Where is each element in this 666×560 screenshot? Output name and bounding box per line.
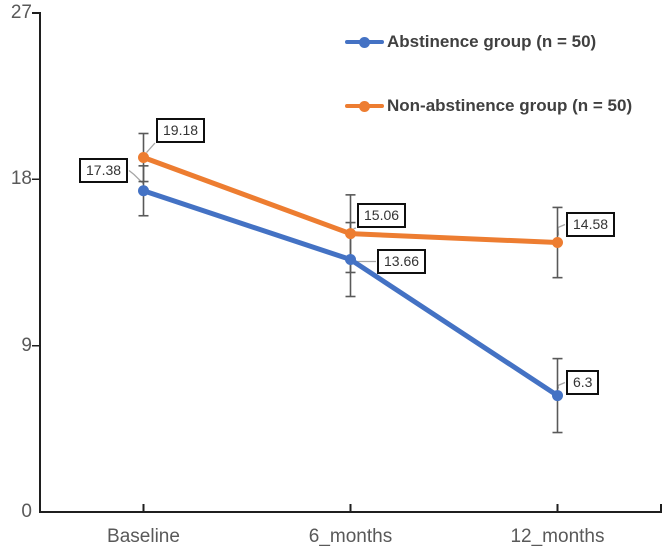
- data-label-box: 14.58: [566, 212, 616, 237]
- y-tick-label: 9: [21, 334, 32, 356]
- x-category-label-baseline: Baseline: [107, 526, 180, 547]
- data-point-marker: [345, 254, 356, 266]
- data-label-box: 6.3: [566, 370, 600, 395]
- data-label-leader-line: [557, 381, 566, 389]
- data-label-leader-line: [128, 169, 144, 185]
- data-label-box: 19.18: [156, 118, 206, 143]
- y-tick-label: 0: [21, 501, 32, 522]
- data-point-marker: [552, 237, 563, 249]
- y-tick-label: 27: [10, 2, 32, 23]
- data-point-marker: [138, 185, 149, 197]
- legend-line-marker-icon: [345, 36, 384, 48]
- legend-item-non-abstinence: Non-abstinence group (n = 50): [345, 94, 632, 118]
- data-label-leader-line: [353, 227, 357, 230]
- legend-label: Abstinence group (n = 50): [387, 32, 597, 51]
- legend-circle-marker-icon: [359, 100, 370, 112]
- x-category-label-12-months: 12_months: [510, 526, 605, 547]
- x-category-label-6-months: 6_months: [308, 526, 393, 547]
- legend-label: Non-abstinence group (n = 50): [387, 96, 633, 115]
- data-label-leader-line: [146, 142, 156, 153]
- data-label-box: 17.38: [79, 158, 129, 183]
- legend-item-abstinence: Abstinence group (n = 50): [345, 30, 596, 54]
- data-point-marker: [552, 390, 563, 402]
- legend-line-marker-icon: [345, 100, 384, 112]
- data-label-box: 13.66: [377, 249, 427, 274]
- data-label-box: 15.06: [357, 203, 407, 228]
- y-tick-label: 18: [10, 168, 32, 190]
- data-point-marker: [138, 152, 149, 164]
- legend-circle-marker-icon: [359, 36, 370, 48]
- data-label-leader-line: [557, 223, 566, 236]
- data-point-marker: [345, 228, 356, 240]
